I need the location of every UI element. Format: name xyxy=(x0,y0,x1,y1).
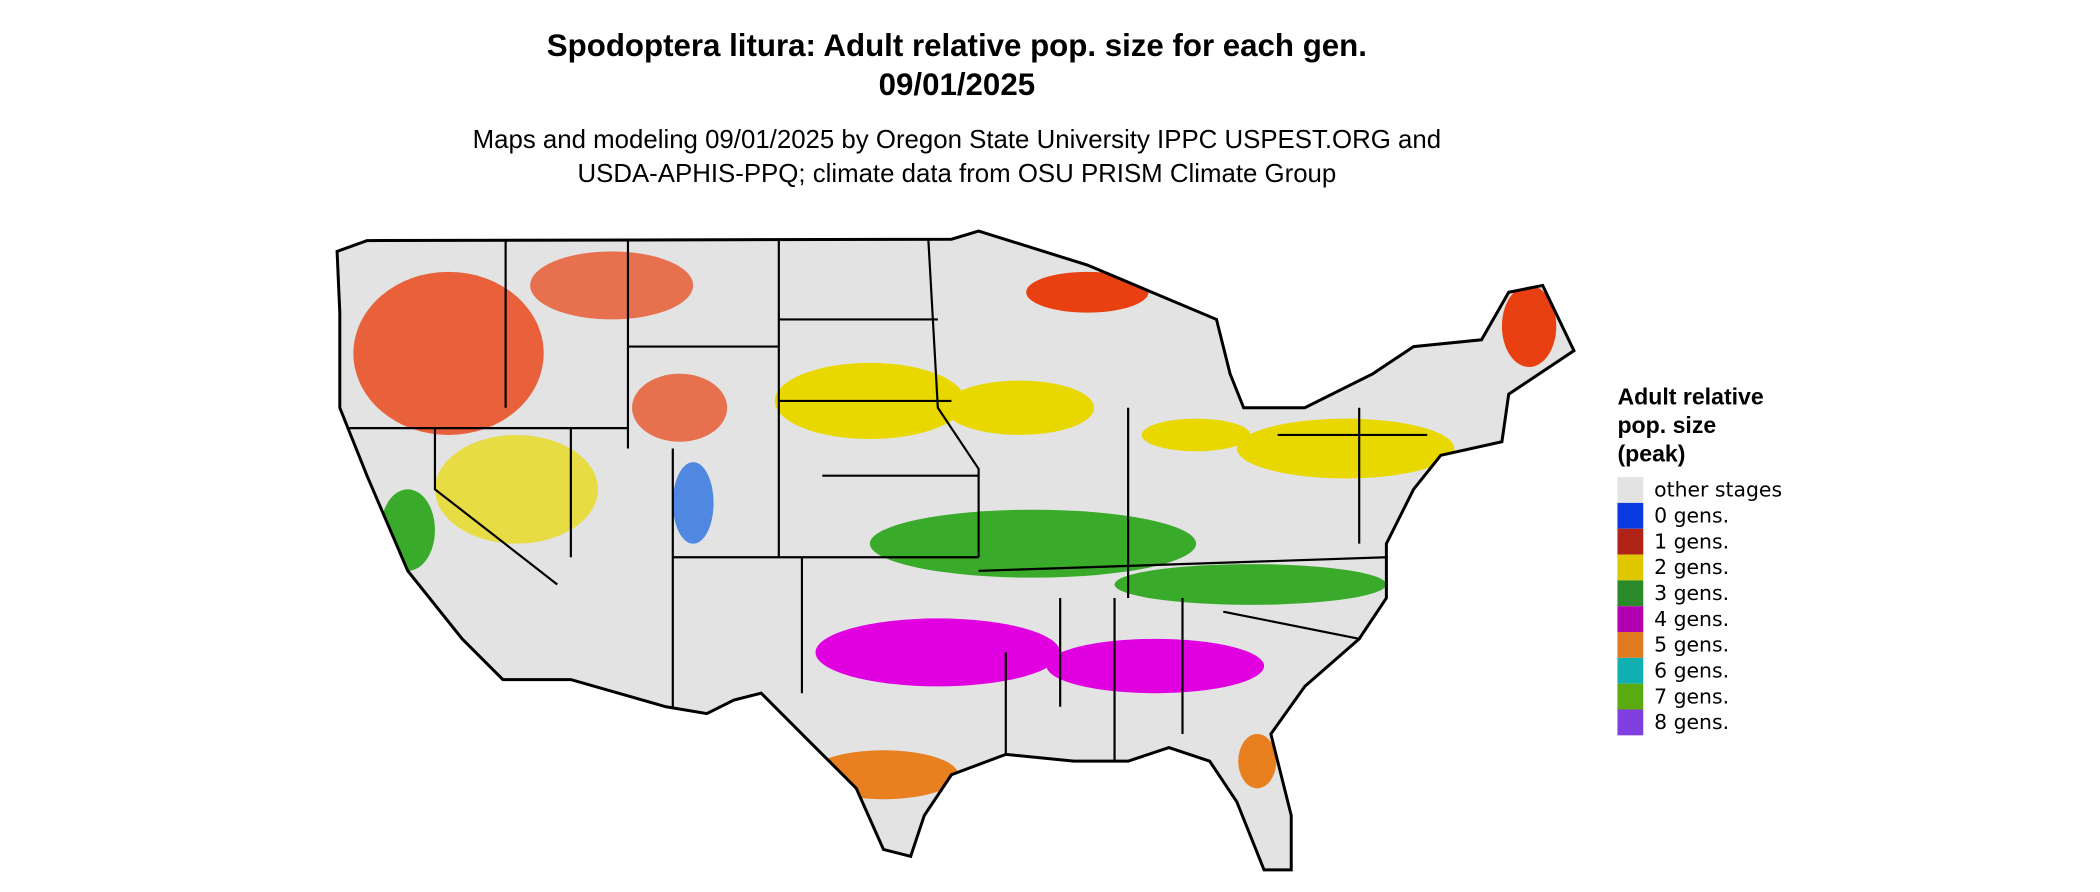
region xyxy=(353,271,544,435)
legend-swatch xyxy=(1617,709,1644,736)
region xyxy=(672,462,714,544)
legend-label: 0 gens. xyxy=(1654,503,1729,527)
region xyxy=(1236,418,1455,479)
legend-swatch xyxy=(1617,502,1644,529)
map-regions xyxy=(353,251,1557,800)
region xyxy=(808,750,959,800)
legend-swatch xyxy=(1617,657,1644,684)
legend-label: 4 gens. xyxy=(1654,607,1729,631)
state-borders xyxy=(346,239,1428,762)
legend-label: other stages xyxy=(1654,478,1782,502)
legend-title: pop. size xyxy=(1617,412,1716,438)
us-outline xyxy=(335,229,1576,872)
region xyxy=(944,380,1095,435)
legend-label: 1 gens. xyxy=(1654,529,1729,553)
legend-title: Adult relative xyxy=(1617,383,1763,409)
legend-swatch xyxy=(1617,477,1644,503)
legend-title: (peak) xyxy=(1617,440,1685,466)
region xyxy=(1046,638,1265,694)
legend-label: 5 gens. xyxy=(1654,633,1729,657)
region xyxy=(1501,285,1557,367)
legend-swatch xyxy=(1617,606,1644,633)
legend-swatch xyxy=(1617,580,1644,607)
legend-swatch xyxy=(1617,632,1644,658)
title: Spodoptera litura: Adult relative pop. s… xyxy=(547,28,1367,63)
region xyxy=(869,509,1197,578)
region xyxy=(1141,418,1251,452)
title-date: 09/01/2025 xyxy=(879,67,1035,102)
legend-label: 6 gens. xyxy=(1654,658,1729,682)
legend-label: 2 gens. xyxy=(1654,555,1729,579)
region xyxy=(1026,271,1149,313)
region xyxy=(530,251,694,320)
region xyxy=(1238,733,1277,789)
map xyxy=(335,229,1576,872)
legend-swatch xyxy=(1617,683,1644,710)
subtitle: Maps and modeling 09/01/2025 by Oregon S… xyxy=(473,126,1441,154)
legend-swatch xyxy=(1617,528,1644,555)
legend-swatch xyxy=(1617,554,1644,581)
legend: Adult relative pop. size(peak) other stage… xyxy=(1617,383,1782,736)
region xyxy=(1114,564,1387,605)
region xyxy=(815,618,1061,687)
content: Spodoptera litura: Adult relative pop. s… xyxy=(335,28,1782,872)
legend-label: 3 gens. xyxy=(1654,581,1729,605)
region xyxy=(434,434,599,544)
legend-label: 7 gens. xyxy=(1654,684,1729,708)
legend-label: 8 gens. xyxy=(1654,710,1729,734)
subtitle: USDA-APHIS-PPQ; climate data from OSU PR… xyxy=(577,160,1336,188)
region xyxy=(632,373,728,442)
